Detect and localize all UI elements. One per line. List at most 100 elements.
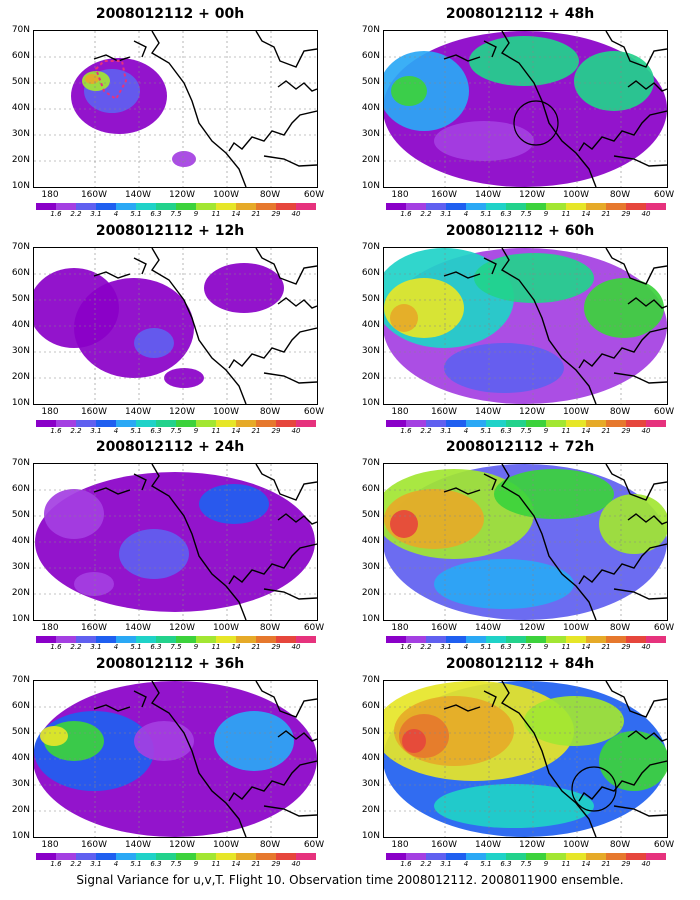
map-panel: 2008012112 + 48h 70N 60N 50N 40N 30N 20N 10N 180… [350, 0, 690, 219]
colorbar-swatch [216, 203, 236, 210]
colorbar-label: 2.2 [70, 860, 82, 868]
lon-tick-label: 160W [80, 840, 108, 850]
lat-tick-label: 60N [361, 51, 380, 61]
colorbar-label: 29 [271, 427, 281, 435]
colorbar-swatch [566, 636, 586, 643]
colorbar-label: 4 [113, 427, 119, 435]
lon-tick-label: 140W [474, 190, 502, 200]
colorbar-swatch [506, 203, 526, 210]
colorbar-labels: 1.6 2.2 3.1 4 5.1 6.3 7.5 9 11 14 21 29 40 [386, 210, 676, 219]
lon-tick-label: 180 [41, 840, 59, 850]
lon-tick-label: 120W [518, 407, 546, 417]
colorbar-swatch [236, 636, 256, 643]
coastline [93, 681, 317, 837]
colorbar-label: 5.1 [480, 643, 492, 651]
colorbar-label: 6.3 [150, 643, 162, 651]
lon-tick-label: 80W [259, 190, 281, 200]
lon-tick-label: 140W [124, 623, 152, 633]
colorbar-label: 5.1 [480, 427, 492, 435]
lon-tick-label: 100W [562, 623, 590, 633]
map-panel: 2008012112 + 24h 70N 60N 50N 40N 30N 20N 10N 180… [0, 433, 340, 651]
panel-title: 2008012112 + 00h [95, 6, 245, 22]
lon-tick-label: 100W [212, 840, 240, 850]
lon-tick-label: 120W [168, 623, 196, 633]
colorbar-swatch [136, 853, 156, 860]
variance-contour [474, 253, 594, 303]
colorbar-swatch [156, 420, 176, 427]
colorbar-labels: 1.6 2.2 3.1 4 5.1 6.3 7.5 9 11 14 21 29 40 [386, 860, 676, 869]
colorbar-label: 11 [561, 210, 571, 218]
colorbar-label: 11 [561, 860, 571, 868]
colorbar-label: 4 [113, 643, 119, 651]
colorbar-swatch [176, 636, 196, 643]
variance-contour [199, 484, 269, 524]
colorbar-swatch [446, 420, 466, 427]
colorbar-swatch [136, 203, 156, 210]
colorbar-label: 1.6 [400, 643, 412, 651]
colorbar-swatch [116, 853, 136, 860]
colorbar-labels: 1.6 2.2 3.1 4 5.1 6.3 7.5 9 11 14 21 29 40 [36, 210, 326, 219]
colorbar-label: 7.5 [520, 210, 532, 218]
colorbar-swatch [626, 203, 646, 210]
lon-tick-label: 120W [518, 840, 546, 850]
lat-tick-label: 20N [361, 805, 380, 815]
colorbar-swatch [36, 853, 56, 860]
colorbar-swatch [176, 203, 196, 210]
colorbar-swatch [626, 636, 646, 643]
colorbar-swatch [36, 203, 56, 210]
colorbar-label: 5.1 [480, 210, 492, 218]
colorbar-label: 40 [291, 643, 301, 651]
lon-tick-label: 180 [391, 190, 409, 200]
colorbar-label: 9 [543, 427, 549, 435]
map-svg [384, 464, 667, 620]
colorbar-label: 5.1 [130, 427, 142, 435]
colorbar-label: 14 [231, 210, 241, 218]
colorbar-swatch [296, 203, 316, 210]
coastline [443, 31, 667, 187]
colorbar-swatch [296, 420, 316, 427]
colorbar-swatch [386, 636, 406, 643]
variance-map [383, 680, 668, 838]
lon-tick-label: 160W [80, 623, 108, 633]
colorbar-swatch [646, 420, 666, 427]
variance-contour [172, 151, 196, 167]
colorbar-swatch [646, 853, 666, 860]
colorbar-label: 7.5 [520, 643, 532, 651]
lon-tick-label: 140W [474, 407, 502, 417]
lat-tick-label: 30N [361, 562, 380, 572]
colorbar-label: 14 [581, 427, 591, 435]
lon-tick-label: 180 [391, 840, 409, 850]
map-panel: 2008012112 + 84h 70N 60N 50N 40N 30N 20N 10N 180… [350, 650, 690, 869]
colorbar-swatch [646, 636, 666, 643]
lon-tick-label: 100W [562, 190, 590, 200]
lon-tick-label: 140W [124, 190, 152, 200]
lat-tick-label: 50N [11, 294, 30, 304]
lon-tick-label: 120W [168, 407, 196, 417]
lat-tick-label: 10N [361, 614, 380, 624]
lat-tick-label: 40N [361, 103, 380, 113]
panel-title: 2008012112 + 48h [445, 6, 595, 22]
colorbar-swatch [406, 420, 426, 427]
lat-tick-label: 30N [361, 129, 380, 139]
colorbar-swatch [386, 203, 406, 210]
colorbar-label: 9 [543, 860, 549, 868]
colorbar-swatch [446, 203, 466, 210]
lat-tick-label: 60N [361, 701, 380, 711]
variance-contour [74, 278, 194, 378]
colorbar-swatch [76, 420, 96, 427]
colorbar-swatch [196, 203, 216, 210]
variance-contour [134, 721, 194, 761]
colorbar-swatch [76, 853, 96, 860]
map-svg [34, 681, 317, 837]
colorbar [386, 636, 666, 643]
colorbar-label: 21 [601, 643, 611, 651]
panel-title: 2008012112 + 36h [95, 656, 245, 672]
lat-tick-label: 20N [11, 588, 30, 598]
colorbar-label: 29 [621, 643, 631, 651]
colorbar-swatch [116, 636, 136, 643]
colorbar-swatch [136, 636, 156, 643]
colorbar-swatch [486, 853, 506, 860]
panel-title: 2008012112 + 12h [95, 223, 245, 239]
colorbar-swatch [276, 420, 296, 427]
colorbar-swatch [256, 420, 276, 427]
